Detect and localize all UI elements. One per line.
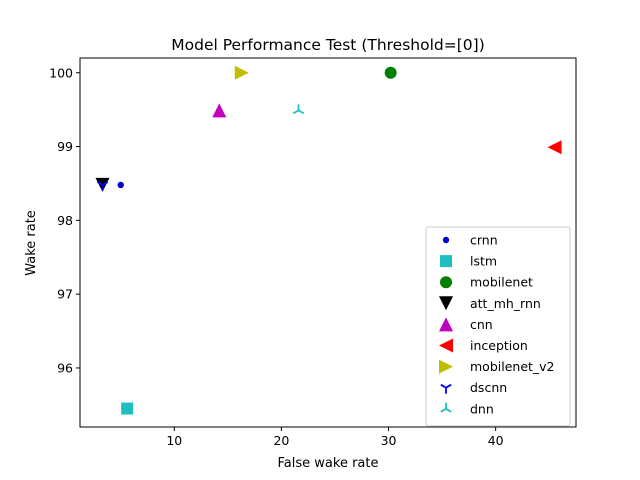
legend-marker-crnn	[442, 236, 450, 244]
point-cnn	[212, 103, 227, 118]
legend-label-mobilenet: mobilenet	[470, 275, 533, 290]
x-axis-label: False wake rate	[278, 456, 379, 471]
legend-label-dscnn: dscnn	[470, 380, 507, 395]
x-tick-label: 40	[488, 433, 504, 448]
legend-marker-dscnn	[440, 383, 452, 394]
legend-marker-cnn	[439, 317, 453, 332]
y-axis: 96 97 98 99 100	[49, 65, 80, 375]
legend-label-mobilenet_v2: mobilenet_v2	[470, 359, 555, 374]
legend-label-cnn: cnn	[470, 317, 493, 332]
data-points	[95, 65, 562, 415]
legend-label-dnn: dnn	[470, 401, 494, 416]
point-dscnn	[96, 181, 109, 191]
legend-label-crnn: crnn	[470, 233, 498, 248]
y-tick-label: 97	[57, 287, 73, 302]
legend-marker-att_mh_rnn	[439, 296, 453, 311]
y-tick-label: 96	[57, 360, 73, 375]
legend-label-lstm: lstm	[470, 254, 497, 269]
x-tick-label: 30	[381, 433, 397, 448]
point-crnn	[117, 181, 124, 189]
legend-marker-lstm	[440, 255, 452, 268]
legend-frame	[425, 226, 571, 427]
y-tick-label: 98	[57, 213, 73, 228]
legend-marker-mobilenet	[440, 276, 452, 289]
point-dnn	[292, 104, 305, 115]
point-inception	[547, 140, 562, 155]
point-mobilenet_v2	[234, 65, 249, 80]
legend-marker-inception	[439, 338, 453, 353]
point-lstm	[121, 402, 134, 415]
chart-title: Model Performance Test (Threshold=[0])	[171, 36, 485, 54]
x-tick-label: 20	[273, 433, 289, 448]
x-tick-label: 10	[166, 433, 182, 448]
legend-label-att_mh_rnn: att_mh_rnn	[470, 296, 541, 311]
legend-label-inception: inception	[470, 338, 528, 353]
point-mobilenet	[384, 66, 397, 79]
y-axis-label: Wake rate	[24, 210, 39, 276]
y-tick-label: 100	[49, 65, 73, 80]
legend-marker-mobilenet_v2	[439, 359, 453, 374]
x-axis: 10 20 30 40	[166, 427, 504, 448]
y-tick-label: 99	[57, 139, 73, 154]
legend-marker-dnn	[440, 402, 452, 413]
